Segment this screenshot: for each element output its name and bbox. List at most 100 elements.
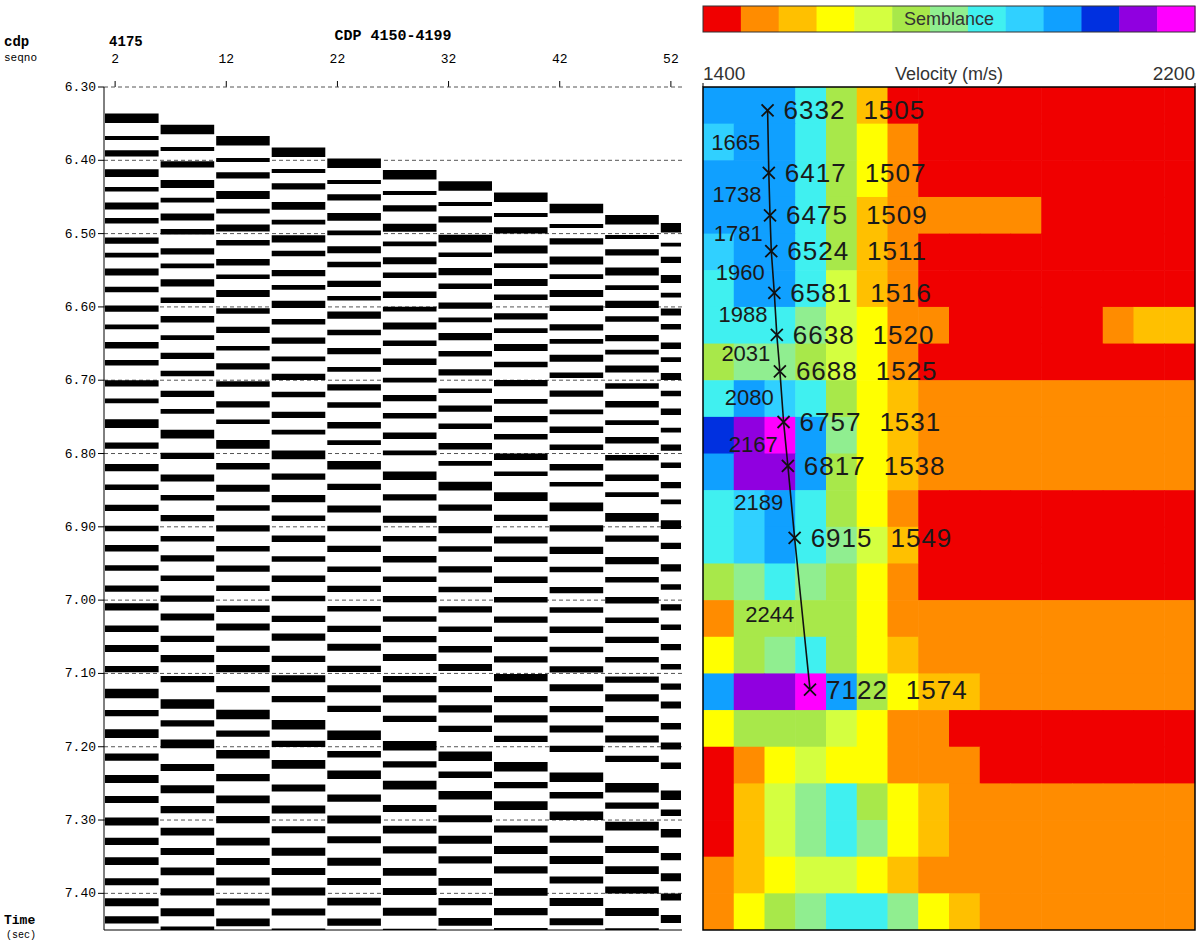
semblance-cell [765,820,796,857]
colorbar-swatch [1119,6,1157,32]
semblance-cell [1134,124,1165,161]
pick-time-label: 6915 [811,523,873,553]
semblance-cell [1011,124,1042,161]
colorbar-swatch [854,6,892,32]
semblance-cell [826,124,857,161]
semblance-cell [888,124,919,161]
semblance-cell [826,637,857,674]
semblance-cell [703,600,734,637]
semblance-cell [765,637,796,674]
semblance-cell [1072,197,1103,234]
colorbar-frame [703,6,1195,32]
semblance-cell [1011,673,1042,710]
pick-time-label: 6417 [785,158,847,188]
x-tick-label: 2200 [1153,63,1195,84]
semblance-cell [888,783,919,820]
semblance-cell [1164,563,1195,600]
semblance-cell [1103,783,1134,820]
pick-velocity-label: 1525 [876,356,938,386]
semblance-cell [1072,124,1103,161]
x-tick-label: 52 [663,52,679,67]
semblance-cell [949,820,980,857]
semblance-cell [826,783,857,820]
semblance-cell [1103,820,1134,857]
figure: CDP 4150-4199cdpseqno4175212223242526.30… [0,0,1204,945]
semblance-cell [1164,600,1195,637]
colorbar-swatch [1081,6,1119,32]
semblance-cell [1164,307,1195,344]
semblance-cell [949,380,980,417]
semblance-cell [1134,783,1165,820]
y-tick [98,87,104,88]
y-tick-label: 6.50 [65,227,96,242]
semblance-cell [1041,563,1072,600]
semblance-cell [980,160,1011,197]
semblance-cell [1164,637,1195,674]
y-tick [98,673,104,674]
pick-time-label: 6688 [796,356,858,386]
x-tick [115,81,116,87]
colorbar-swatch [703,6,741,32]
reflection-event [105,218,681,330]
y-tick [98,306,104,307]
semblance-cell [1011,857,1042,894]
semblance-cell [1134,380,1165,417]
semblance-cell [980,747,1011,784]
pick-velocity-label: 1509 [866,200,928,230]
semblance-cell [949,270,980,307]
semblance-cell [1164,710,1195,747]
semblance-cell [765,673,796,710]
reflection-event [105,399,681,505]
semblance-cell [1164,747,1195,784]
semblance-cell [980,637,1011,674]
reflection-event [105,898,681,930]
semblance-cell [949,637,980,674]
semblance-cell [1164,87,1195,124]
interval-velocity-label: 2189 [734,490,783,515]
semblance-cell [980,380,1011,417]
semblance-cell [1041,637,1072,674]
semblance-cell [949,344,980,381]
semblance-cell [1103,87,1134,124]
x-tick-label: 12 [218,52,234,67]
semblance-cell [1103,893,1134,930]
semblance-cell [949,563,980,600]
reflection-event [105,729,681,837]
semblance-cell [1072,307,1103,344]
y-tick [98,893,104,894]
colorbar-swatch [1157,6,1195,32]
gather [105,114,681,931]
semblance-cell [1011,380,1042,417]
interval-velocity-label: 1738 [712,182,761,207]
pick-velocity-label: 1549 [890,523,952,553]
semblance-cell [918,820,949,857]
y-tick [98,160,104,161]
semblance-cell [826,600,857,637]
semblance-cell [1134,710,1165,747]
axis-title: Velocity (m/s) [895,64,1003,84]
cdp-number: 4175 [109,34,143,50]
semblance-cell [1011,527,1042,564]
colorbar-swatch [741,6,779,32]
semblance-cell [1041,747,1072,784]
semblance-cell [1134,747,1165,784]
semblance-cell [703,783,734,820]
pick-marker [764,209,776,221]
reflection-event [105,666,681,769]
reflection-event [105,237,681,349]
semblance-cell [1072,454,1103,491]
semblance-cell [1134,307,1165,344]
semblance-cell [1103,857,1134,894]
semblance-cell [980,563,1011,600]
x-tick [670,81,671,87]
pick-time-label: 6817 [804,451,866,481]
semblance-cell [734,454,765,491]
semblance-cell [949,747,980,784]
semblance-cell [703,747,734,784]
axis-title: Time [4,913,35,928]
semblance-cell [949,197,980,234]
semblance-cell [1011,344,1042,381]
semblance-cell [918,600,949,637]
semblance-cell [1164,820,1195,857]
semblance-cell [765,893,796,930]
